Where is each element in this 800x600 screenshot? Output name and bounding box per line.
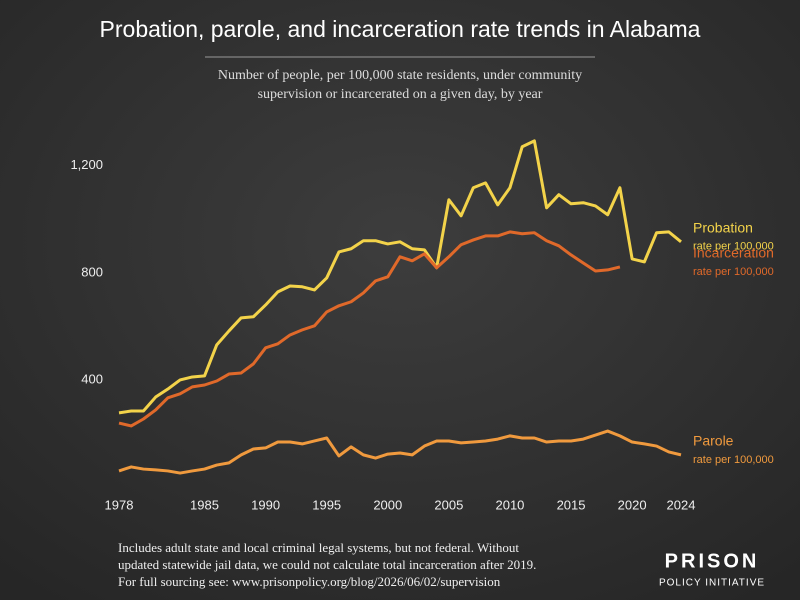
- x-tick-label: 1995: [312, 497, 341, 512]
- legend-sublabel: rate per 100,000: [693, 241, 774, 253]
- footnote: For full sourcing see: www.prisonpolicy.…: [118, 574, 501, 589]
- series-line: [118, 230, 621, 428]
- x-tick-label: 2020: [618, 497, 647, 512]
- chart-title: Probation, parole, and incarceration rat…: [100, 16, 701, 42]
- legend-label: Incarceration: [693, 245, 774, 261]
- x-tick-label: 2015: [557, 497, 586, 512]
- legend-sublabel: rate per 100,000: [693, 266, 774, 278]
- footnote: Includes adult state and local criminal …: [118, 540, 519, 555]
- footnote: updated statewide jail data, we could no…: [118, 557, 536, 572]
- x-tick-label: 2024: [667, 497, 696, 512]
- x-tick-label: 2000: [373, 497, 402, 512]
- y-tick-label: 400: [81, 371, 103, 386]
- x-tick-label: 1978: [105, 497, 134, 512]
- x-tick-label: 2005: [434, 497, 463, 512]
- brand: POLICY INITIATIVE: [659, 578, 765, 589]
- series-line: [118, 429, 682, 475]
- subtitle: Number of people, per 100,000 state resi…: [218, 68, 582, 83]
- x-tick-label: 1990: [251, 497, 280, 512]
- subtitle: supervision or incarcerated on a given d…: [258, 87, 543, 102]
- legend-label: Parole: [693, 433, 734, 449]
- x-tick-label: 1985: [190, 497, 219, 512]
- brand: PRISON: [665, 550, 760, 572]
- y-tick-label: 800: [81, 264, 103, 279]
- legend-label: Probation: [693, 219, 753, 235]
- x-tick-label: 2010: [495, 497, 524, 512]
- legend-sublabel: rate per 100,000: [693, 454, 774, 466]
- series-line: [118, 139, 682, 415]
- y-tick-label: 1,200: [70, 157, 103, 172]
